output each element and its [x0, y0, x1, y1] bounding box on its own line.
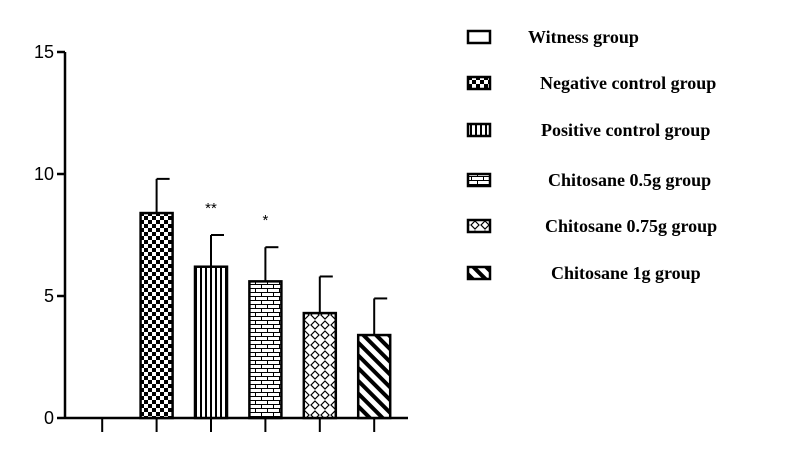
legend-label: Chitosane 1g group — [551, 263, 701, 283]
bar — [193, 265, 229, 420]
legend-label: Chitosane 0.5g group — [548, 170, 711, 190]
legend-swatch — [466, 218, 492, 234]
axes: 0 5 10 15 — [34, 42, 408, 432]
significance-marker: ** — [205, 200, 217, 217]
bar — [248, 280, 283, 420]
bar — [302, 311, 338, 420]
legend-swatch — [466, 122, 492, 138]
y-tick-label: 10 — [34, 164, 54, 184]
legend-label: Negative control group — [540, 73, 716, 93]
legend-swatch — [466, 172, 492, 188]
legend-label: Positive control group — [541, 120, 710, 140]
legend-swatch — [466, 265, 492, 281]
significance-marker: * — [262, 212, 268, 229]
y-tick-label: 5 — [44, 286, 54, 306]
legend-label: Chitosane 0.75g group — [545, 216, 717, 236]
legend-swatch — [466, 29, 492, 45]
bar — [356, 333, 392, 420]
legend: Witness group Negative control group Posit… — [466, 27, 717, 283]
y-tick-label: 0 — [44, 408, 54, 428]
legend-label: Witness group — [528, 27, 639, 47]
bars: *** — [139, 177, 392, 420]
bar — [139, 211, 174, 420]
y-tick-label: 15 — [34, 42, 54, 62]
legend-swatch — [466, 75, 492, 91]
